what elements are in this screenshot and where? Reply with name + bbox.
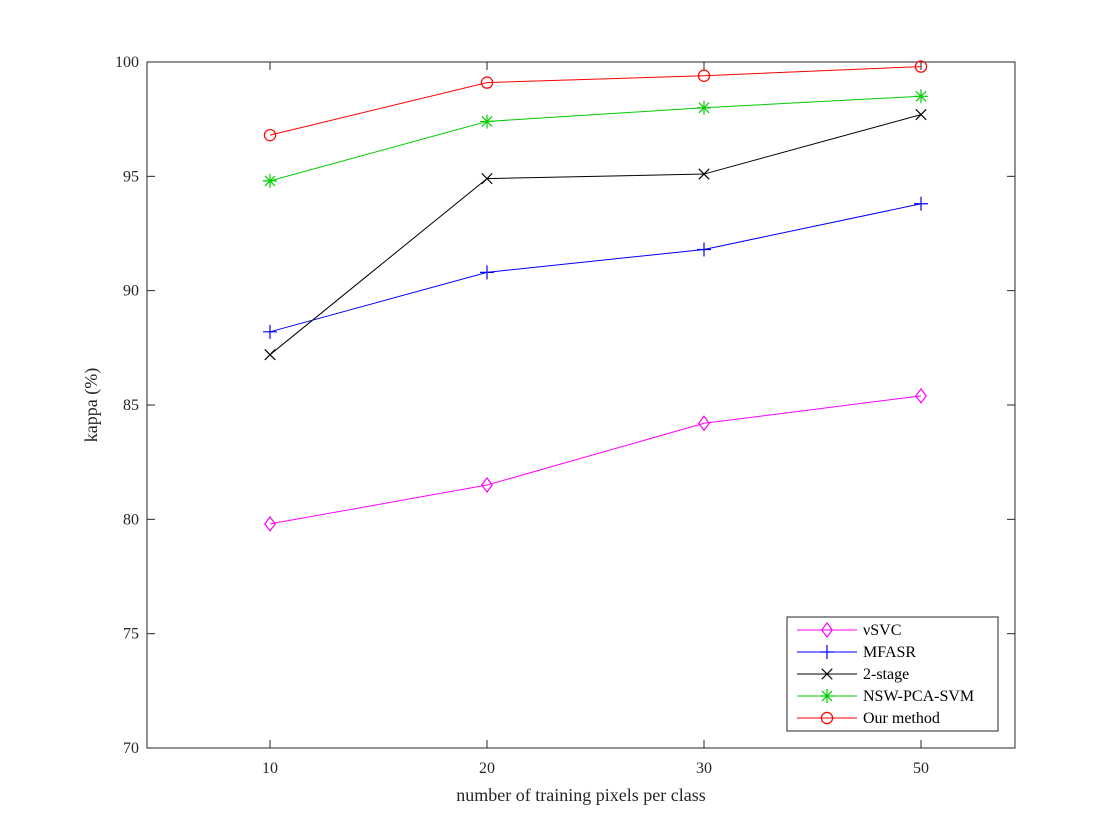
x-axis: 10 20 30 50 — [262, 62, 929, 777]
legend-item: MFASR — [797, 644, 916, 661]
data-point — [263, 173, 277, 188]
legend-label: 2-stage — [863, 666, 909, 683]
legend: νSVC MFASR 2-stage NSW-PCA-SVM Our method — [786, 616, 999, 732]
series-0 — [264, 387, 927, 532]
data-point — [264, 349, 276, 361]
data-point — [698, 168, 710, 180]
y-tick-label: 70 — [123, 740, 139, 757]
series-3 — [263, 89, 928, 188]
legend-item: νSVC — [797, 622, 901, 639]
series-line — [269, 95, 922, 182]
legend-label: NSW-PCA-SVM — [863, 688, 974, 705]
y-tick-label: 100 — [115, 54, 139, 71]
x-axis-title: number of training pixels per class — [456, 785, 705, 805]
data-point — [697, 100, 711, 115]
legend-item: 2-stage — [797, 666, 909, 683]
x-tick-label: 30 — [696, 760, 712, 777]
data-point — [697, 69, 711, 82]
y-tick-label: 90 — [123, 283, 139, 300]
data-point — [915, 108, 927, 121]
series-line — [269, 114, 922, 356]
data-point — [480, 114, 494, 129]
data-point — [263, 324, 277, 339]
legend-label: MFASR — [863, 644, 916, 661]
legend-item: Our method — [797, 710, 940, 727]
series-1 — [263, 196, 928, 339]
data-point — [915, 387, 927, 404]
data-point — [821, 622, 833, 638]
data-point — [263, 128, 277, 142]
data-point — [820, 689, 834, 703]
data-point — [481, 172, 493, 185]
data-point — [480, 265, 494, 280]
y-tick-label: 80 — [123, 511, 139, 528]
x-tick-label: 20 — [479, 760, 495, 777]
series-layer — [263, 60, 928, 532]
data-point — [914, 89, 928, 104]
y-tick-label: 85 — [123, 397, 139, 414]
series-line — [269, 203, 922, 333]
x-tick-label: 50 — [913, 760, 929, 777]
data-point — [914, 196, 928, 211]
series-line — [269, 66, 922, 136]
series-line — [269, 395, 922, 525]
legend-label: νSVC — [863, 622, 901, 639]
x-tick-label: 10 — [262, 760, 278, 777]
series-2 — [264, 108, 927, 361]
data-point — [481, 477, 493, 494]
data-point — [820, 645, 834, 659]
data-point — [821, 668, 833, 680]
legend-item: NSW-PCA-SVM — [797, 688, 974, 705]
data-point — [264, 515, 276, 532]
data-point — [820, 711, 834, 725]
legend-label: Our method — [863, 710, 940, 727]
y-tick-label: 75 — [123, 626, 139, 643]
y-axis-title: kappa (%) — [81, 368, 102, 442]
y-tick-label: 95 — [123, 168, 139, 185]
data-point — [697, 242, 711, 257]
data-point — [698, 415, 710, 432]
data-point — [914, 60, 928, 73]
data-point — [480, 76, 494, 89]
y-axis: 70 75 80 85 90 95 100 — [115, 54, 1015, 757]
series-4 — [263, 60, 928, 142]
